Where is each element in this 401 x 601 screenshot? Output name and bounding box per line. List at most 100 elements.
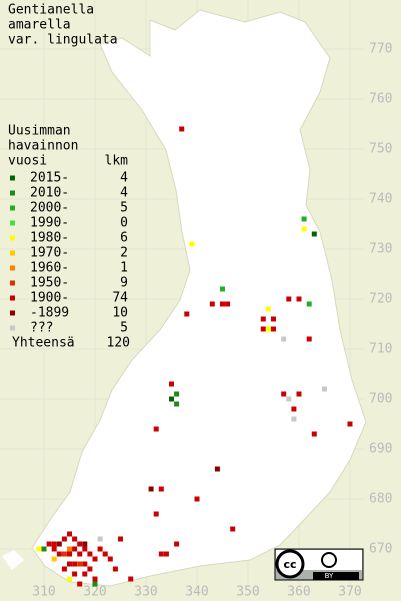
observation — [97, 536, 103, 542]
tick-labels: 310 320 330 340 350 360 3707707607507407307207… — [32, 42, 392, 600]
legend-count: 74 — [112, 291, 128, 306]
observation — [128, 576, 134, 582]
title: Gentianella amarella var. lingulata — [8, 3, 118, 48]
observation — [61, 536, 67, 542]
observation — [306, 301, 312, 307]
observation — [61, 566, 67, 572]
observation — [56, 541, 62, 547]
observation — [77, 581, 83, 587]
observation — [61, 551, 67, 557]
observation — [82, 561, 88, 567]
y-tick-label: 730 — [369, 242, 392, 257]
observation — [291, 416, 297, 422]
legend-count: 2 — [120, 246, 128, 261]
observation — [67, 531, 72, 537]
observation — [296, 296, 302, 302]
legend-swatch — [10, 295, 15, 301]
legend-label: 2010- — [30, 186, 69, 201]
observation — [214, 466, 220, 472]
legend-swatch — [10, 220, 15, 226]
observation — [51, 546, 57, 552]
y-tick-label: 750 — [369, 142, 392, 157]
observation — [306, 336, 312, 342]
x-tick-label: 370 — [338, 585, 361, 600]
observation — [92, 581, 98, 587]
x-tick-label: 310 — [32, 585, 55, 600]
title-line: var. lingulata — [8, 33, 118, 48]
observation — [92, 576, 98, 582]
legend-swatch — [10, 265, 15, 271]
badge-text: BY — [325, 572, 334, 580]
y-tick-label: 690 — [369, 442, 392, 457]
observation — [67, 576, 72, 582]
total: 120 — [107, 336, 130, 351]
land — [31, 9, 367, 587]
observation — [260, 316, 266, 322]
observation — [291, 406, 297, 412]
observation — [184, 311, 190, 317]
observation — [72, 546, 78, 552]
observation — [169, 381, 174, 387]
observation — [77, 551, 83, 557]
observation — [158, 486, 164, 492]
observation — [260, 326, 266, 332]
legend-label: 1960- — [30, 261, 69, 276]
legend-label: 2015- — [30, 171, 69, 186]
observation — [97, 546, 103, 552]
title-line: amarella — [8, 18, 71, 33]
x-tick-label: 330 — [134, 585, 157, 600]
legend-count: 10 — [112, 306, 128, 321]
legend-label: 1950- — [30, 276, 69, 291]
observation — [271, 326, 276, 332]
observation — [174, 401, 180, 407]
observation — [92, 556, 98, 562]
observation — [46, 541, 52, 547]
legend-label: ??? — [30, 321, 53, 336]
legend-label: 1900- — [30, 291, 69, 306]
observation — [347, 421, 353, 427]
legend-swatch — [10, 235, 15, 241]
observation — [271, 316, 276, 322]
observation — [311, 231, 317, 237]
observation — [82, 546, 88, 552]
observation — [82, 541, 88, 547]
observation — [286, 396, 292, 402]
x-tick-label: 360 — [287, 585, 310, 600]
legend-swatch — [10, 250, 15, 256]
observation — [225, 301, 231, 307]
observation — [87, 551, 93, 557]
legend-count-header: lkm — [105, 154, 129, 169]
observation — [169, 396, 174, 402]
observation — [67, 546, 72, 552]
observation — [281, 336, 287, 342]
observation — [77, 541, 83, 547]
y-tick-label: 770 — [369, 42, 392, 57]
title-line: Gentianella — [8, 3, 94, 18]
legend-label: -1899 — [30, 306, 69, 321]
observation — [56, 551, 62, 557]
legend-header: havainnon — [8, 139, 78, 154]
legend-count: 1 — [120, 261, 128, 276]
cc-icon: cc — [283, 558, 296, 571]
observation — [189, 241, 195, 247]
observation — [67, 561, 72, 567]
observation — [209, 301, 215, 307]
observation — [220, 301, 225, 307]
observation — [41, 546, 47, 552]
x-tick-label: 340 — [185, 585, 208, 600]
observation — [301, 216, 307, 222]
observation — [82, 571, 88, 577]
legend-label: 1970- — [30, 246, 69, 261]
observations — [36, 126, 353, 587]
by-bar — [313, 572, 359, 580]
legend-count: 0 — [120, 216, 128, 231]
y-tick-label: 680 — [369, 492, 392, 507]
legend-label: 1980- — [30, 231, 69, 246]
legend-label: 2000- — [30, 201, 69, 216]
observation — [296, 391, 302, 397]
land-aland — [2, 550, 24, 570]
y-tick-label: 710 — [369, 342, 392, 357]
legend-swatch — [10, 310, 15, 316]
legend-count: 6 — [120, 231, 128, 246]
observation — [36, 546, 42, 552]
